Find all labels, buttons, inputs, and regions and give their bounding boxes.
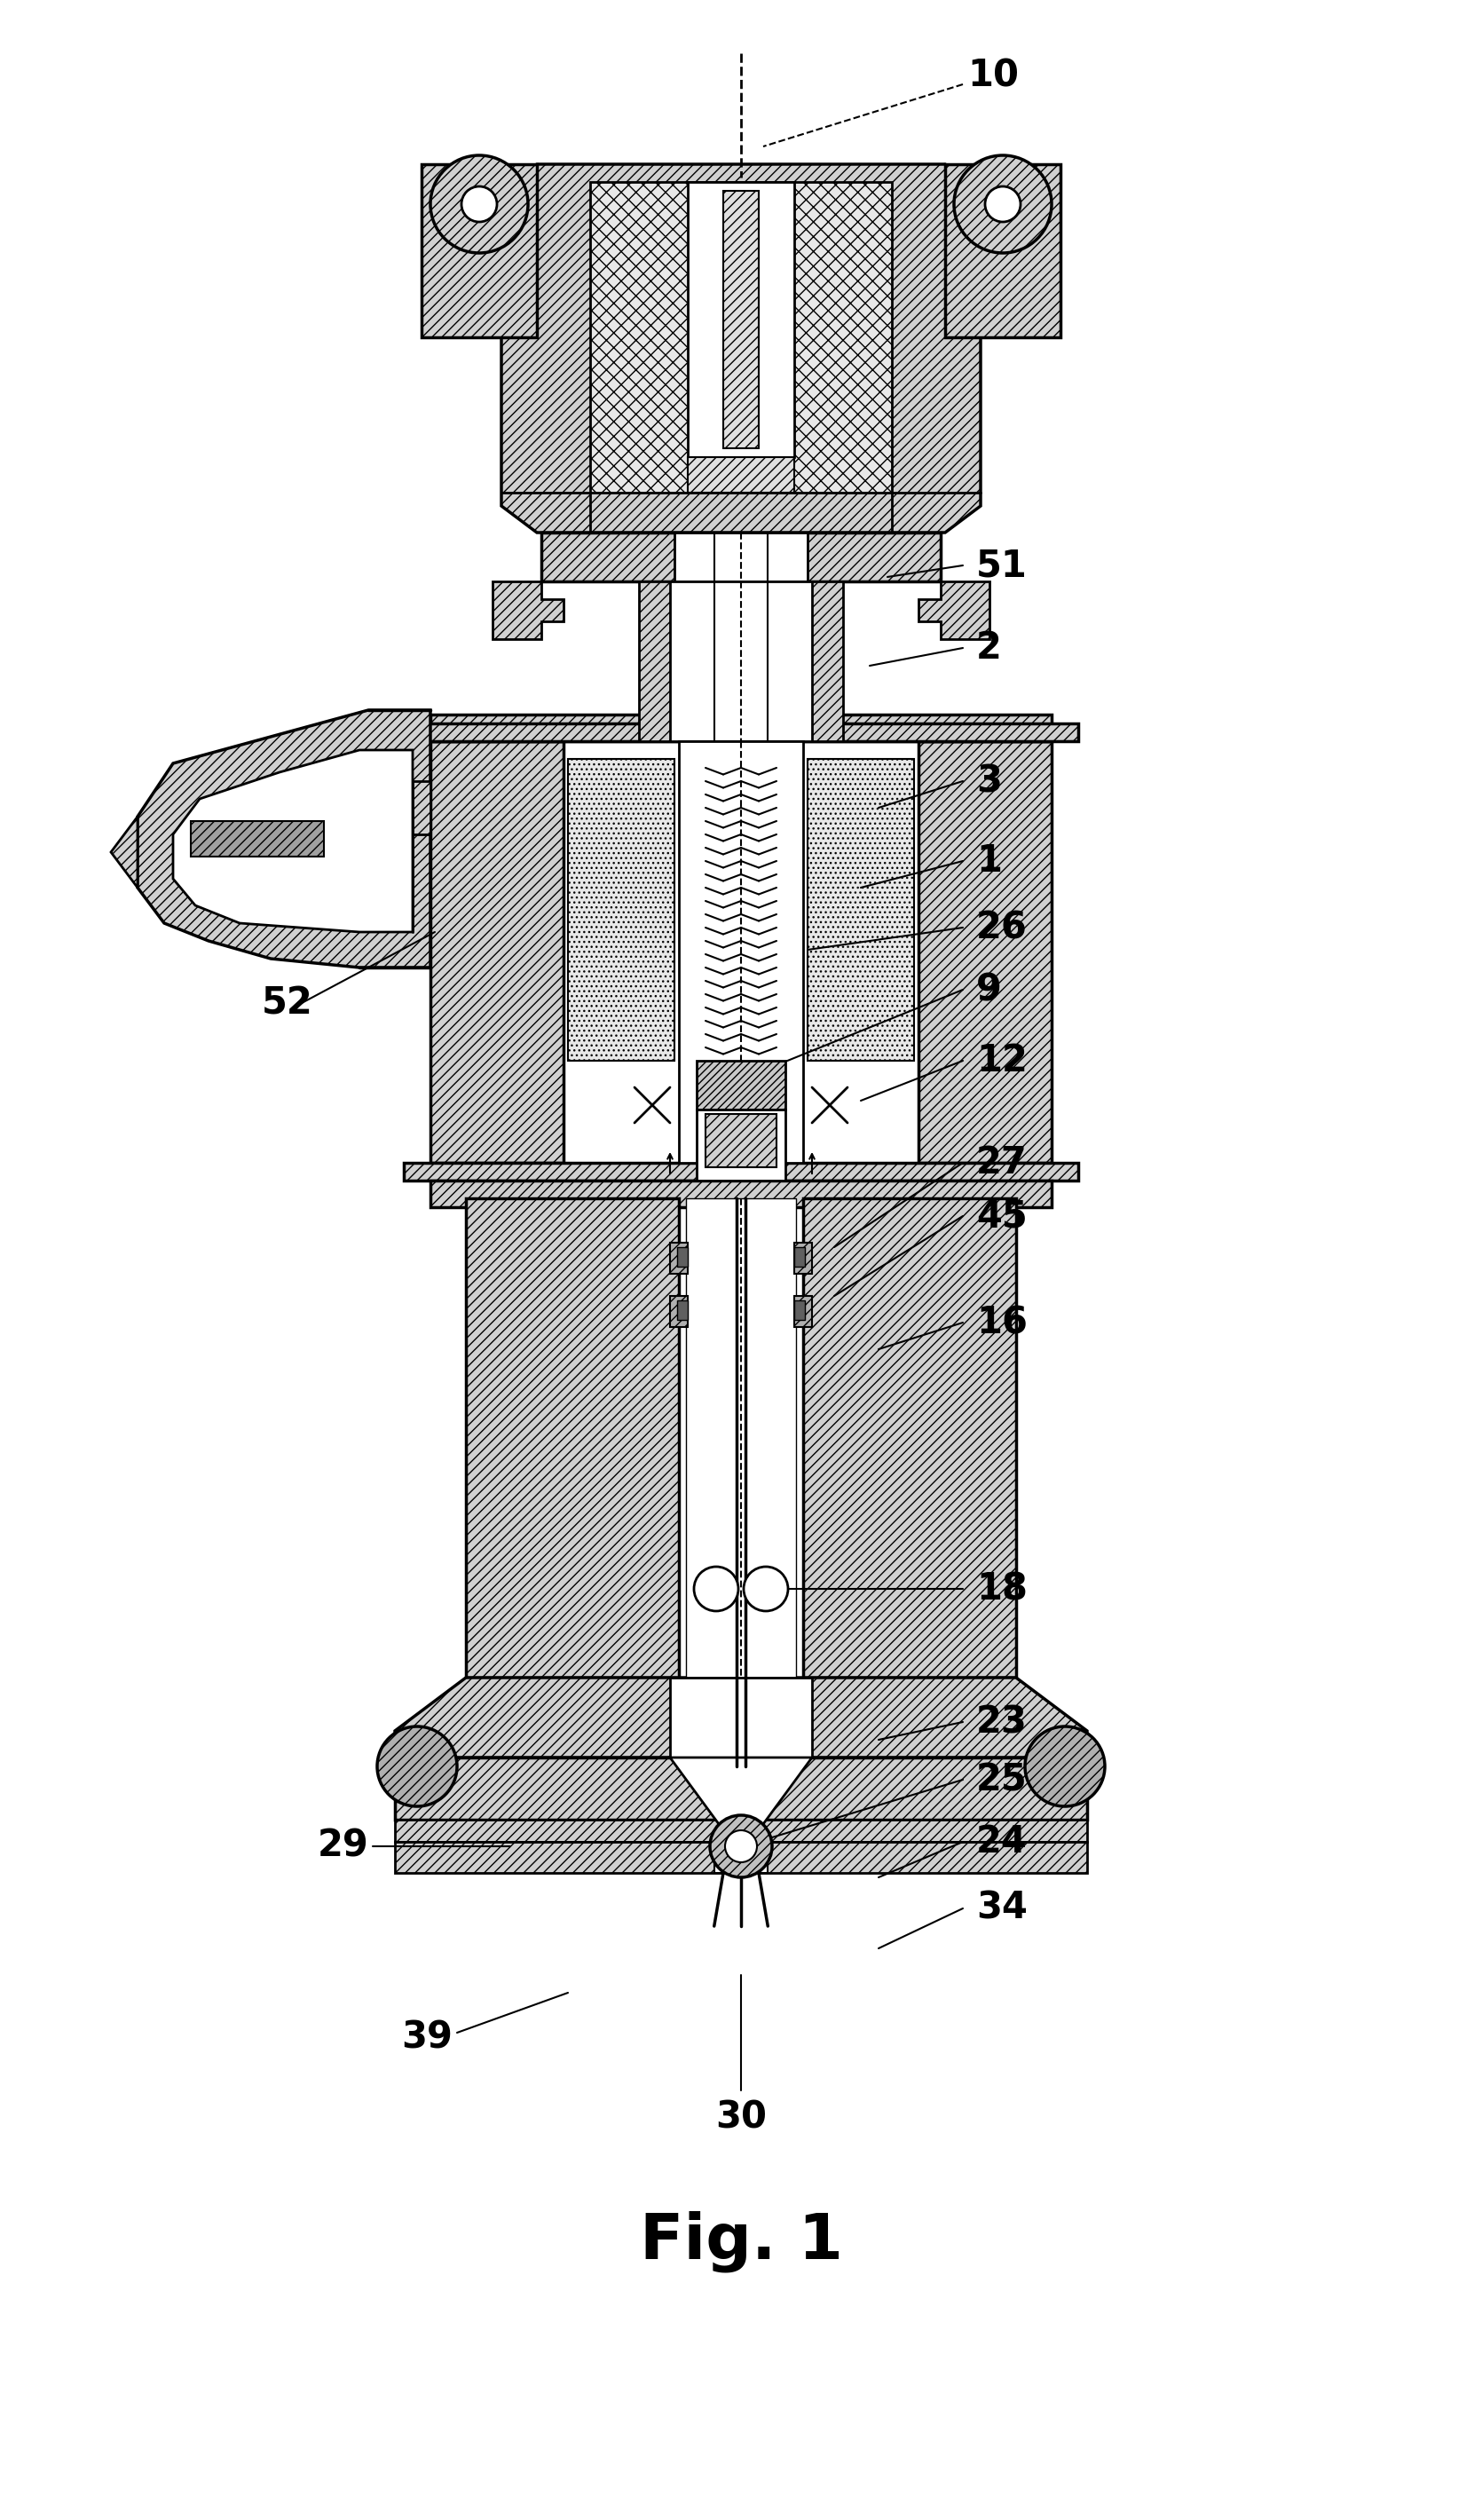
Circle shape — [430, 156, 528, 252]
Text: 25: 25 — [977, 1761, 1027, 1799]
Bar — [670, 582, 812, 741]
Circle shape — [376, 1726, 456, 1807]
Bar — [794, 1247, 805, 1268]
Text: 52: 52 — [262, 985, 313, 1021]
Circle shape — [694, 1567, 738, 1610]
Polygon shape — [369, 781, 430, 834]
Text: 12: 12 — [977, 1043, 1027, 1079]
Polygon shape — [919, 741, 1052, 1162]
Bar — [403, 1162, 1079, 1179]
Bar — [794, 1242, 812, 1273]
Bar — [677, 1300, 688, 1320]
Circle shape — [744, 1567, 788, 1610]
Circle shape — [1026, 1726, 1106, 1807]
Bar — [794, 1300, 805, 1320]
Bar — [430, 1179, 1052, 1207]
Polygon shape — [430, 741, 563, 1162]
Text: 34: 34 — [977, 1890, 1027, 1928]
Bar — [723, 192, 759, 449]
Bar — [394, 1842, 1088, 1872]
Bar — [568, 759, 674, 1061]
Text: 26: 26 — [977, 910, 1027, 945]
Bar — [705, 1114, 777, 1167]
Text: 27: 27 — [977, 1144, 1027, 1182]
Text: 23: 23 — [977, 1704, 1027, 1741]
Bar — [639, 582, 843, 741]
Bar — [421, 164, 536, 338]
Text: 24: 24 — [977, 1822, 1027, 1860]
Circle shape — [986, 186, 1021, 222]
Polygon shape — [501, 164, 981, 532]
Text: 39: 39 — [402, 2019, 452, 2056]
Bar — [714, 1842, 768, 1872]
Text: 10: 10 — [968, 58, 1018, 93]
Circle shape — [725, 1830, 757, 1862]
Bar — [670, 1678, 812, 1756]
Polygon shape — [173, 751, 412, 932]
Text: 2: 2 — [977, 630, 1002, 668]
Bar — [803, 1200, 1017, 1678]
Bar — [697, 1109, 785, 1179]
Bar — [191, 822, 325, 857]
Bar — [697, 1061, 785, 1109]
Bar — [403, 723, 1079, 741]
Text: 3: 3 — [977, 764, 1002, 799]
Bar — [541, 532, 941, 582]
Polygon shape — [670, 1756, 812, 1824]
Bar — [590, 181, 892, 491]
Bar — [430, 716, 1052, 741]
Bar — [808, 759, 914, 1061]
Bar — [465, 1200, 679, 1678]
Text: 51: 51 — [977, 547, 1027, 585]
Bar — [670, 1242, 688, 1273]
Polygon shape — [492, 582, 563, 640]
Bar — [394, 1756, 1088, 1819]
Circle shape — [461, 186, 496, 222]
Bar — [670, 1295, 688, 1328]
Text: 16: 16 — [977, 1303, 1027, 1341]
Bar — [688, 456, 794, 491]
Text: Fig. 1: Fig. 1 — [639, 2210, 843, 2273]
Bar — [677, 1247, 688, 1268]
Text: 30: 30 — [716, 2099, 766, 2137]
Polygon shape — [394, 1678, 1088, 1756]
Text: 9: 9 — [977, 970, 1002, 1008]
Bar — [679, 741, 803, 1162]
Text: 1: 1 — [977, 842, 1002, 879]
Polygon shape — [111, 816, 138, 887]
Text: 18: 18 — [977, 1570, 1027, 1608]
Text: 45: 45 — [977, 1197, 1027, 1235]
Text: 29: 29 — [317, 1827, 369, 1865]
Bar — [394, 1819, 1088, 1842]
Polygon shape — [138, 711, 430, 968]
Circle shape — [954, 156, 1052, 252]
Bar — [674, 532, 808, 582]
Bar — [688, 181, 794, 456]
Circle shape — [710, 1814, 772, 1877]
Polygon shape — [919, 582, 990, 640]
Bar — [946, 164, 1061, 338]
Bar — [794, 1295, 812, 1328]
Bar — [686, 1200, 796, 1678]
